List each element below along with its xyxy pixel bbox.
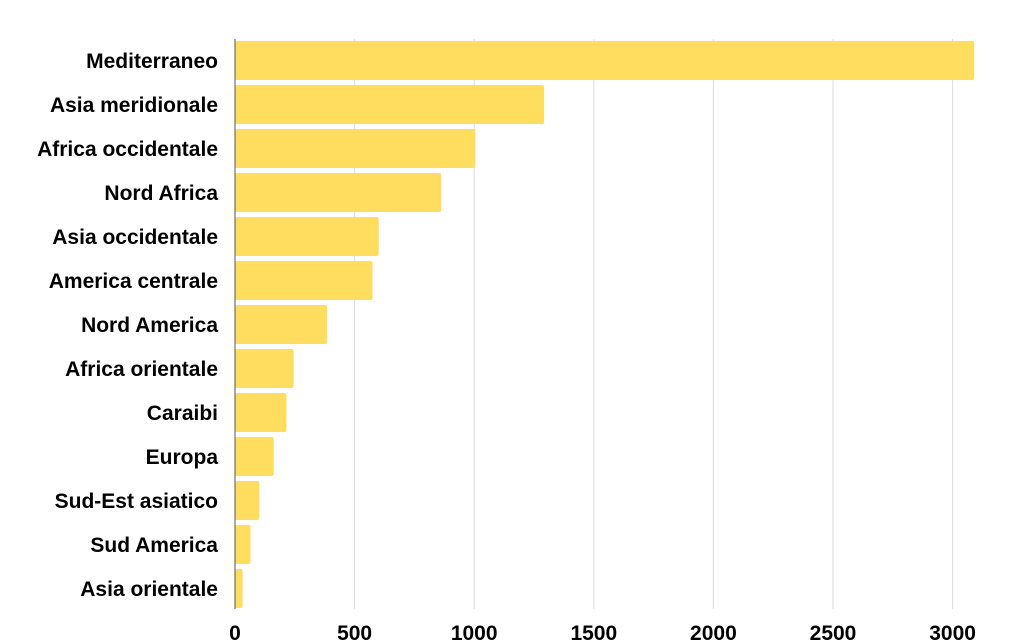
category-label: Africa orientale [65, 358, 218, 381]
bar [235, 305, 328, 344]
bars [235, 41, 975, 608]
bar [235, 525, 251, 564]
category-label: Sud-Est asiatico [55, 490, 218, 513]
category-label: Asia meridionale [50, 94, 218, 117]
category-label: Nord Africa [104, 182, 218, 205]
x-tick-label: 0 [229, 622, 241, 643]
bar [235, 217, 379, 256]
bar [235, 173, 442, 212]
bar [235, 437, 274, 476]
x-tick-label: 1500 [570, 622, 617, 643]
bar [235, 393, 287, 432]
x-tick-label: 500 [337, 622, 372, 643]
bar [235, 129, 476, 168]
bar [235, 261, 373, 300]
x-tick-label: 3000 [929, 622, 976, 643]
bar [235, 481, 260, 520]
category-label: Africa occidentale [37, 138, 218, 161]
gridlines [354, 39, 954, 609]
bar [235, 41, 975, 80]
category-label: Europa [146, 446, 219, 469]
category-label: Nord America [81, 314, 218, 337]
x-tick-labels: 0 500 1000 1500 2000 2500 3000 [229, 622, 976, 643]
x-tick-label: 1000 [451, 622, 498, 643]
category-label: Mediterraneo [86, 50, 218, 73]
x-tick-label: 2500 [810, 622, 857, 643]
bar [235, 569, 243, 608]
category-label: Asia orientale [80, 578, 218, 601]
bar [235, 349, 294, 388]
category-label: Sud America [90, 534, 218, 557]
bar [235, 85, 545, 124]
x-tick-label: 2000 [690, 622, 737, 643]
category-label: Caraibi [147, 402, 218, 425]
category-labels: Mediterraneo Asia meridionale Africa occid… [37, 50, 218, 601]
category-label: Asia occidentale [52, 226, 218, 249]
category-label: America centrale [49, 270, 218, 293]
